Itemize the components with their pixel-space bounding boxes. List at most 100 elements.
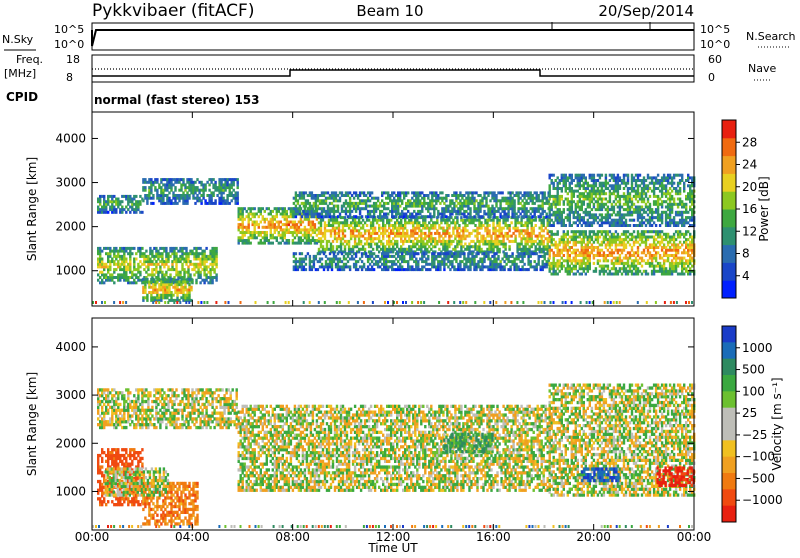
echo-cell bbox=[637, 241, 639, 244]
echo-cell bbox=[492, 224, 494, 227]
echo-cell bbox=[342, 227, 344, 230]
echo-cell bbox=[567, 238, 569, 241]
echo-cell bbox=[154, 283, 156, 286]
echo-cell bbox=[685, 241, 687, 244]
echo-cell bbox=[336, 248, 338, 251]
echo-cell bbox=[378, 235, 380, 238]
echo-cell bbox=[148, 194, 150, 197]
echo-cell bbox=[589, 265, 591, 268]
echo-cell bbox=[465, 215, 467, 218]
echo-cell bbox=[196, 186, 198, 189]
echo-cell bbox=[195, 281, 197, 284]
echo-cell bbox=[480, 227, 482, 230]
echo-cell bbox=[649, 246, 651, 249]
echo-cell bbox=[144, 288, 146, 291]
echo-cell bbox=[144, 283, 146, 286]
echo-cell bbox=[393, 197, 395, 200]
echo-cell bbox=[115, 258, 117, 261]
echo-cell bbox=[168, 191, 170, 194]
echo-cell bbox=[571, 182, 573, 185]
echo-cell bbox=[567, 230, 569, 233]
echo-cell bbox=[196, 199, 198, 202]
echo-cell bbox=[507, 215, 509, 218]
echo-cell bbox=[679, 273, 681, 276]
echo-cell bbox=[611, 259, 613, 262]
echo-cell bbox=[421, 258, 423, 261]
echo-cell bbox=[575, 233, 577, 236]
echo-cell bbox=[411, 213, 413, 216]
echo-cell bbox=[637, 259, 639, 262]
echo-cell bbox=[683, 249, 685, 252]
echo-cell bbox=[549, 216, 551, 219]
echo-cell bbox=[135, 200, 137, 203]
echo-cell bbox=[431, 202, 433, 205]
echo-cell bbox=[555, 270, 557, 273]
echo-cell bbox=[373, 252, 375, 255]
echo-cell bbox=[513, 210, 515, 213]
echo-cell bbox=[99, 200, 101, 203]
echo-cell bbox=[317, 268, 319, 271]
echo-cell bbox=[237, 183, 239, 186]
echo-cell bbox=[498, 221, 500, 224]
echo-cell bbox=[637, 249, 639, 252]
echo-cell bbox=[419, 199, 421, 202]
echo-cell bbox=[653, 241, 655, 244]
echo-cell bbox=[442, 237, 444, 240]
echo-cell bbox=[157, 250, 159, 253]
echo-cell bbox=[170, 283, 172, 286]
echo-cell bbox=[182, 291, 184, 294]
echo-cell bbox=[299, 210, 301, 213]
echo-cell bbox=[356, 245, 358, 248]
echo-cell bbox=[113, 206, 115, 209]
echo-cell bbox=[131, 276, 133, 279]
echo-cell bbox=[681, 259, 683, 262]
echo-cell bbox=[135, 252, 137, 255]
echo-cell bbox=[198, 191, 200, 194]
echo-cell bbox=[129, 255, 131, 258]
echo-cell bbox=[549, 192, 551, 195]
echo-cell bbox=[623, 249, 625, 252]
echo-cell bbox=[164, 278, 166, 281]
echo-cell bbox=[508, 229, 510, 232]
echo-cell bbox=[526, 229, 528, 232]
echo-cell bbox=[303, 265, 305, 268]
echo-cell bbox=[436, 221, 438, 224]
echo-cell bbox=[673, 241, 675, 244]
echo-cell bbox=[340, 245, 342, 248]
echo-cell bbox=[313, 215, 315, 218]
echo-cell bbox=[314, 223, 316, 226]
echo-cell bbox=[677, 249, 679, 252]
echo-cell bbox=[439, 255, 441, 258]
echo-cell bbox=[421, 191, 423, 194]
echo-cell bbox=[194, 191, 196, 194]
echo-cell bbox=[437, 215, 439, 218]
echo-cell bbox=[581, 179, 583, 182]
echo-cell bbox=[619, 236, 621, 239]
echo-cell bbox=[210, 181, 212, 184]
echo-cell bbox=[488, 224, 490, 227]
echo-cell bbox=[454, 237, 456, 240]
echo-cell bbox=[494, 232, 496, 235]
echo-cell bbox=[460, 216, 462, 219]
echo-cell bbox=[567, 179, 569, 182]
echo-cell bbox=[172, 278, 174, 281]
echo-cell bbox=[184, 286, 186, 289]
echo-cell bbox=[436, 219, 438, 222]
echo-cell bbox=[207, 265, 209, 268]
echo-cell bbox=[353, 197, 355, 200]
echo-cell bbox=[359, 258, 361, 261]
echo-cell bbox=[295, 197, 297, 200]
echo-cell bbox=[444, 235, 446, 238]
echo-cell bbox=[528, 219, 530, 222]
echo-cell bbox=[442, 227, 444, 230]
echo-cell bbox=[155, 260, 157, 263]
echo-cell bbox=[210, 199, 212, 202]
echo-cell bbox=[629, 267, 631, 270]
echo-cell bbox=[426, 224, 428, 227]
echo-cell bbox=[565, 182, 567, 185]
echo-cell bbox=[472, 240, 474, 243]
echo-cell bbox=[151, 252, 153, 255]
echo-cell bbox=[213, 268, 215, 271]
echo-cell bbox=[559, 179, 561, 182]
